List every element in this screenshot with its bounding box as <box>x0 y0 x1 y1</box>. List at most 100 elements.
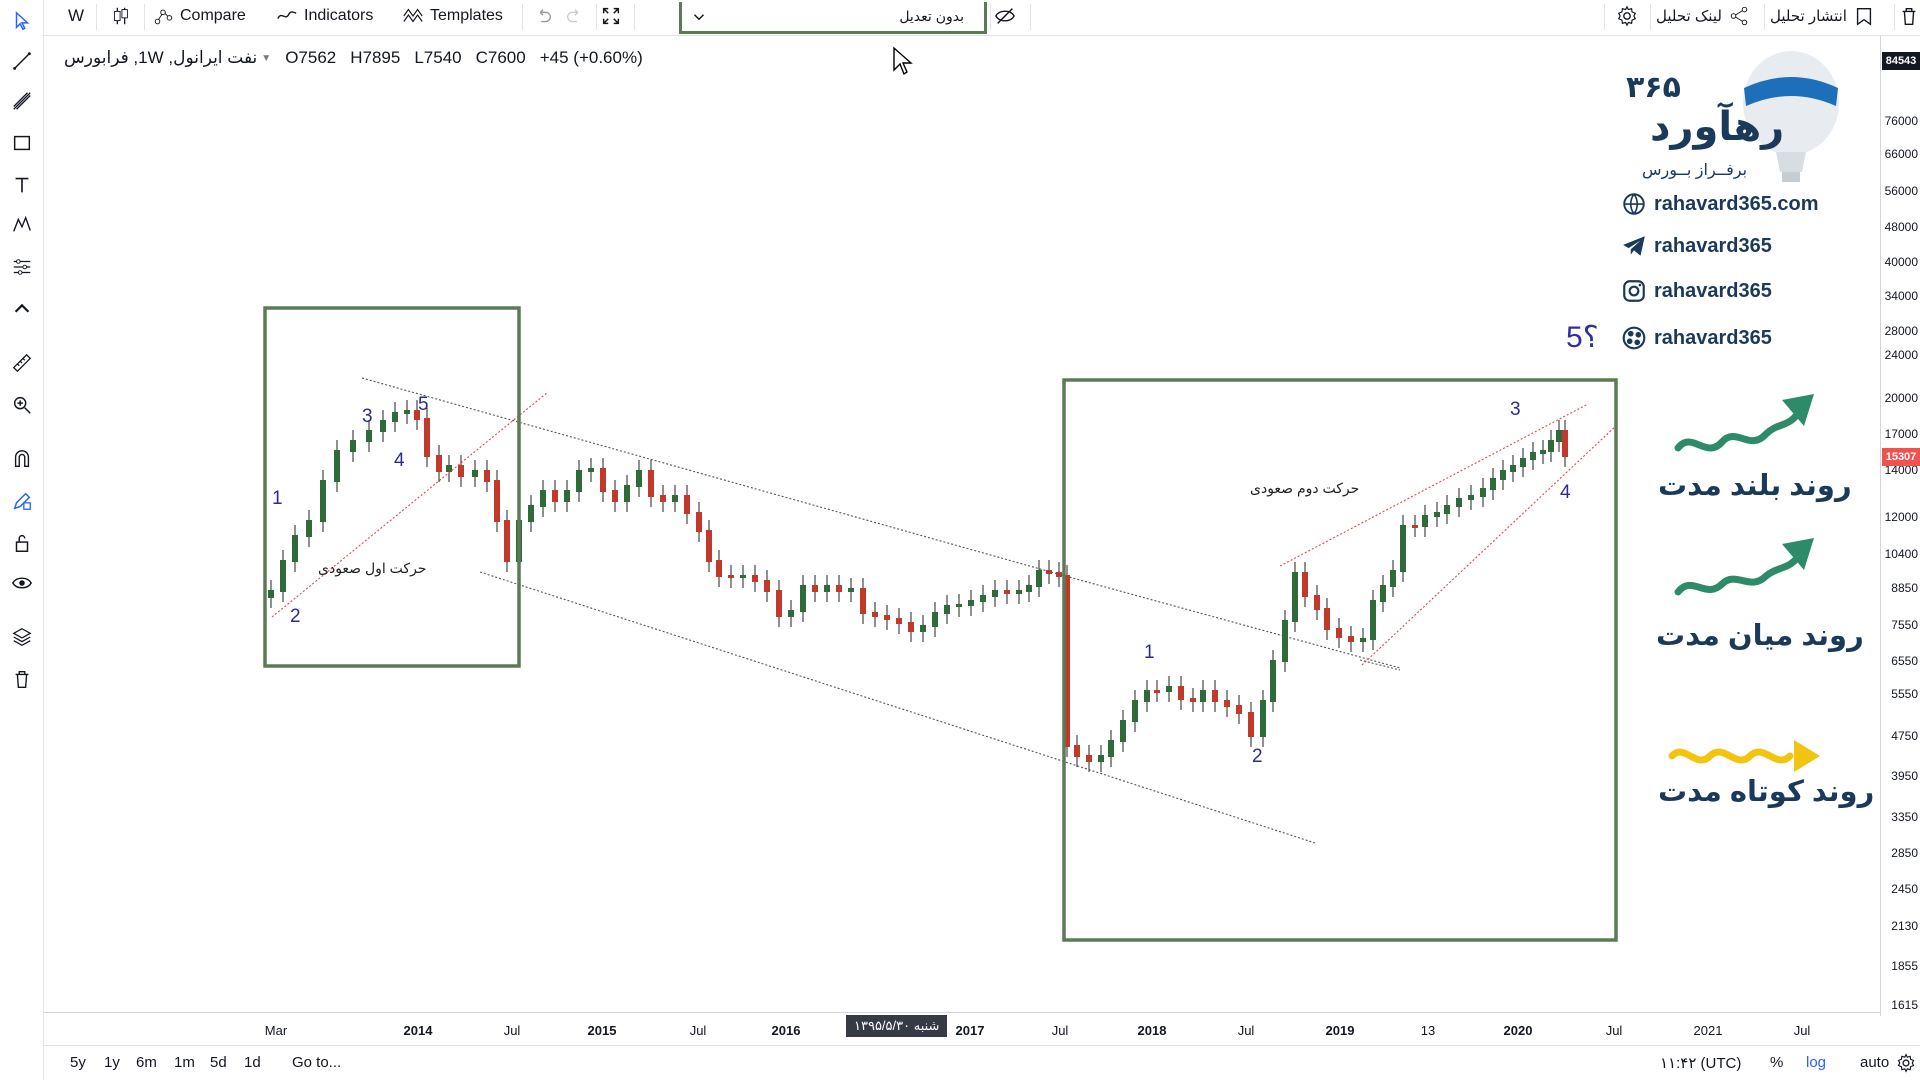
templates-button[interactable]: Templates <box>402 0 503 32</box>
percent-toggle[interactable]: % <box>1770 1054 1784 1071</box>
time-tick: Jul <box>1051 1023 1069 1038</box>
telegram-link[interactable]: rahavard365 <box>1620 232 1772 260</box>
instagram-link[interactable]: rahavard365 <box>1620 277 1772 305</box>
price-tick: 56000 <box>1884 184 1918 198</box>
trend-line-icon[interactable] <box>9 48 35 74</box>
pitchfork-icon[interactable] <box>9 88 35 114</box>
hide-drawings-button[interactable] <box>994 0 1016 32</box>
prediction-icon[interactable] <box>9 254 35 280</box>
price-chart[interactable] <box>44 36 1880 1012</box>
time-axis[interactable]: Mar 2014 Jul 2015 Jul 2016 2017 Jul 2018 Jul 2019 1… <box>44 1012 1880 1042</box>
range-1y-button[interactable]: 1y <box>104 1054 120 1071</box>
telegram-icon <box>1620 232 1648 260</box>
candle-body <box>1510 465 1516 472</box>
rectangle-icon[interactable] <box>9 130 35 156</box>
candle-body <box>472 470 478 477</box>
second-rise-lower-trendline[interactable] <box>1361 423 1619 666</box>
candle-body <box>1456 498 1462 507</box>
candle-body <box>636 470 642 487</box>
trash-icon[interactable] <box>9 666 35 692</box>
candle-body <box>1562 430 1568 457</box>
candle-body <box>1270 660 1276 702</box>
candle-type-button[interactable] <box>110 0 132 32</box>
current-price-badge: 15307 <box>1882 448 1920 466</box>
channel-upper-line[interactable] <box>361 377 1059 575</box>
price-tick: 3350 <box>1891 810 1918 824</box>
candle-body <box>728 575 734 578</box>
first-rise-trendline[interactable] <box>271 391 549 618</box>
time-tick: 2020 <box>1503 1023 1533 1038</box>
adjustment-select[interactable]: بدون تعدیل <box>679 2 987 34</box>
text-icon[interactable] <box>9 172 35 198</box>
ruler-icon[interactable] <box>9 350 35 376</box>
indicators-button[interactable]: Indicators <box>276 0 373 32</box>
price-axis[interactable]: 76000 66000 56000 48000 40000 34000 28000 24000… <box>1880 36 1920 1016</box>
website-link[interactable]: rahavard365.com <box>1620 190 1819 218</box>
candle-body <box>1348 636 1354 642</box>
range-5d-button[interactable]: 5d <box>210 1054 227 1071</box>
chevron-up-icon[interactable] <box>9 296 35 322</box>
range-5y-button[interactable]: 5y <box>70 1054 86 1071</box>
price-tick: 8850 <box>1891 581 1918 595</box>
goto-button[interactable]: Go to... <box>292 1054 342 1071</box>
toolbar-divider <box>1894 4 1895 30</box>
settings-button[interactable] <box>1616 0 1638 32</box>
zoom-in-icon[interactable] <box>9 392 35 418</box>
candle-body <box>600 468 606 492</box>
eye-icon[interactable] <box>9 570 35 596</box>
candle-body <box>836 585 842 592</box>
toolbar-divider <box>96 4 97 30</box>
time-tick: 2014 <box>403 1023 433 1038</box>
range-1d-button[interactable]: 1d <box>244 1054 261 1071</box>
log-toggle[interactable]: log <box>1806 1054 1827 1071</box>
candle-body <box>824 585 830 592</box>
candle-body <box>1178 686 1184 700</box>
candle-body <box>436 455 442 472</box>
time-tick: 2017 <box>955 1023 985 1038</box>
website-text: rahavard365.com <box>1654 192 1819 215</box>
delete-button[interactable] <box>1898 0 1920 32</box>
stay-drawing-icon[interactable] <box>9 488 35 514</box>
toolbar-divider <box>1030 4 1031 30</box>
compare-icon <box>154 9 173 25</box>
redo-button[interactable] <box>564 0 586 32</box>
candle-body <box>1434 512 1440 517</box>
channel-lower-line[interactable] <box>479 571 1316 844</box>
symbol-title[interactable]: نفت ایرانول, 1W, فرابورس <box>64 48 258 67</box>
wave-label-1: 1 <box>1144 642 1155 663</box>
aparat-link[interactable]: rahavard365 <box>1620 324 1772 352</box>
undo-button[interactable] <box>532 0 554 32</box>
candle-body <box>884 615 890 620</box>
pattern-icon[interactable] <box>9 212 35 238</box>
compare-button[interactable]: Compare <box>152 0 246 32</box>
lock-icon[interactable] <box>9 530 35 556</box>
fullscreen-button[interactable] <box>600 0 622 32</box>
wave-label-3: 3 <box>1510 399 1521 420</box>
auto-toggle[interactable]: auto <box>1860 1054 1890 1071</box>
max-price-badge: 84543 <box>1882 52 1920 70</box>
second-rise-box[interactable] <box>1062 378 1618 942</box>
candle-body <box>1336 628 1342 638</box>
interval-button[interactable]: W <box>68 0 84 32</box>
support-line[interactable] <box>1359 659 1401 671</box>
layers-icon[interactable] <box>9 624 35 650</box>
close-value: C7600 <box>475 48 526 67</box>
candle-body <box>350 440 356 452</box>
channel-upper-extension[interactable] <box>1057 573 1401 669</box>
candle-body <box>392 412 398 422</box>
instagram-icon <box>1620 277 1648 305</box>
candle-body <box>380 420 386 432</box>
range-1m-button[interactable]: 1m <box>174 1054 195 1071</box>
gear-icon[interactable] <box>1896 1053 1916 1073</box>
share-link-button[interactable]: لینک تحلیل <box>1656 0 1750 32</box>
cursor-icon[interactable] <box>9 8 35 34</box>
candle-body <box>1548 440 1554 452</box>
publish-button[interactable]: انتشار تحلیل <box>1770 0 1875 32</box>
range-6m-button[interactable]: 6m <box>136 1054 157 1071</box>
time-tick: Jul <box>1605 1023 1623 1038</box>
dropdown-caret-icon[interactable]: ▼ <box>261 53 272 64</box>
wave-label-4: 4 <box>1560 482 1571 503</box>
magnet-icon[interactable] <box>9 446 35 472</box>
first-rise-box[interactable] <box>263 306 521 668</box>
timezone-clock[interactable]: ۱۱:۴۲ (UTC) <box>1660 1055 1742 1072</box>
